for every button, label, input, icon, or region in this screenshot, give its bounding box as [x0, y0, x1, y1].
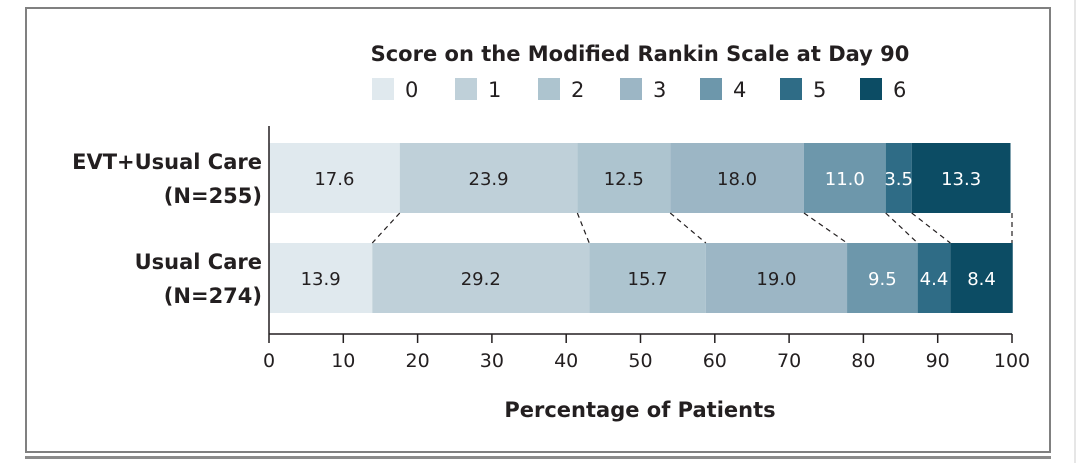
legend-label-6: 6	[893, 78, 906, 102]
legend-swatch-2	[538, 78, 560, 100]
bar-segment-1-0	[269, 243, 373, 313]
connector-line-4	[885, 212, 919, 244]
bar-segment-0-5	[885, 143, 912, 213]
legend-swatch-4	[700, 78, 722, 100]
data-label-0-0: 17.6	[314, 169, 354, 190]
bars: 17.6 23.9 12.5 18.0 11.0 3.5 13.3 13.9 29.2 15.7 1…	[269, 143, 1013, 313]
connector-line-5	[911, 212, 951, 244]
legend-label-0: 0	[405, 78, 418, 102]
x-tick-label-50: 50	[628, 350, 652, 372]
connector-lines	[371, 212, 1013, 244]
row-sublabel-0: (N=255)	[164, 184, 262, 208]
legend-label-1: 1	[488, 78, 501, 102]
figure-frame	[25, 7, 1051, 453]
data-label-0-6: 13.3	[941, 169, 981, 190]
connector-line-1	[576, 212, 590, 244]
x-tick-label-10: 10	[331, 350, 355, 372]
legend-label-4: 4	[733, 78, 746, 102]
bar-segment-1-2	[589, 243, 706, 313]
x-axis: 0 10 20 30 40 50 60 70 80 90 100	[263, 126, 1030, 372]
data-label-1-4: 9.5	[868, 269, 897, 290]
data-label-0-3: 18.0	[717, 169, 757, 190]
bar-segment-1-6	[950, 243, 1013, 313]
bar-segment-1-4	[847, 243, 918, 313]
data-label-1-3: 19.0	[756, 269, 796, 290]
bar-segment-0-6	[911, 143, 1011, 213]
legend-swatch-1	[455, 78, 477, 100]
data-label-1-0: 13.9	[301, 269, 341, 290]
row-label-1: Usual Care	[135, 250, 262, 274]
data-label-0-1: 23.9	[469, 169, 509, 190]
data-label-1-2: 15.7	[628, 269, 668, 290]
data-label-1-5: 4.4	[920, 269, 949, 290]
bar-segment-0-3	[670, 143, 804, 213]
legend-swatch-5	[780, 78, 802, 100]
data-label-0-2: 12.5	[604, 169, 644, 190]
x-axis-title: Percentage of Patients	[504, 398, 775, 422]
x-tick-label-40: 40	[554, 350, 578, 372]
legend-label-2: 2	[571, 78, 584, 102]
row-sublabel-1: (N=274)	[164, 284, 262, 308]
connector-line-3	[803, 212, 848, 244]
data-label-0-5: 3.5	[884, 169, 913, 190]
bar-segment-1-1	[372, 243, 590, 313]
bar-segment-0-2	[577, 143, 671, 213]
x-tick-label-30: 30	[480, 350, 504, 372]
x-tick-label-80: 80	[851, 350, 875, 372]
x-tick-label-100: 100	[994, 350, 1030, 372]
bottom-rule	[25, 456, 1051, 459]
legend-title: Score on the Modified Rankin Scale at Da…	[371, 42, 910, 66]
legend-swatch-3	[620, 78, 642, 100]
legend-label-3: 3	[653, 78, 666, 102]
connector-line-0	[371, 212, 401, 244]
x-tick-label-70: 70	[777, 350, 801, 372]
x-tick-label-20: 20	[406, 350, 430, 372]
bar-segment-0-4	[803, 143, 886, 213]
bar-segment-0-1	[399, 143, 578, 213]
bar-segment-0-0	[269, 143, 400, 213]
data-label-0-4: 11.0	[825, 169, 865, 190]
row-labels: EVT+Usual Care (N=255) Usual Care (N=274)	[72, 150, 262, 308]
legend-swatch-6	[860, 78, 882, 100]
data-label-1-6: 8.4	[967, 269, 996, 290]
x-tick-label-0: 0	[263, 350, 275, 372]
data-label-1-1: 29.2	[461, 269, 501, 290]
legend: 0 1 2 3 4 5 6	[372, 78, 906, 102]
legend-swatch-0	[372, 78, 394, 100]
x-tick-label-60: 60	[703, 350, 727, 372]
bar-segment-1-5	[917, 243, 951, 313]
bar-segment-1-3	[705, 243, 848, 313]
legend-label-5: 5	[813, 78, 826, 102]
connector-line-2	[669, 212, 707, 244]
page-edge	[1074, 0, 1076, 463]
x-tick-label-90: 90	[926, 350, 950, 372]
row-label-0: EVT+Usual Care	[72, 150, 262, 174]
